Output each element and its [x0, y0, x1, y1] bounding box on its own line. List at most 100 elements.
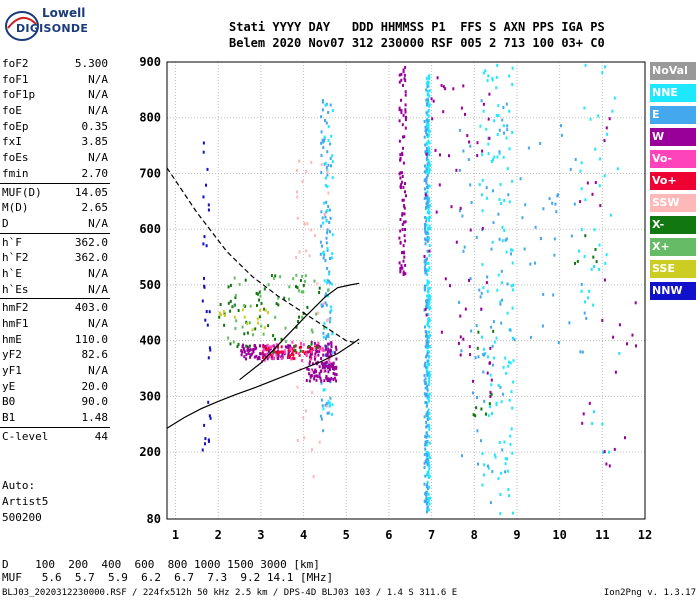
- echo-point: [631, 333, 634, 337]
- echo-point: [404, 65, 407, 69]
- echo-point: [484, 69, 487, 73]
- echo-point: [311, 362, 314, 366]
- echo-point: [440, 84, 443, 87]
- echo-point: [513, 338, 516, 342]
- echo-point: [512, 283, 515, 287]
- echo-point: [488, 402, 491, 406]
- echo-point: [499, 183, 502, 186]
- echo-point: [449, 284, 451, 288]
- scaled-parameters-panel: foF2 5.300 foF1 N/A foF1p N/A foE N/A foEp 0.35 fx…: [0, 56, 110, 445]
- echo-point: [457, 341, 460, 345]
- param-value: N/A: [88, 72, 108, 86]
- echo-point: [504, 470, 507, 474]
- echo-point: [398, 106, 401, 110]
- echo-point: [500, 269, 503, 273]
- echo-point: [476, 396, 478, 399]
- echo-point: [524, 203, 527, 207]
- echo-point: [455, 168, 458, 172]
- echo-point: [403, 77, 406, 81]
- echo-point: [424, 271, 427, 275]
- echo-point: [424, 307, 427, 311]
- echo-point: [590, 267, 593, 271]
- echo-point: [490, 325, 493, 329]
- echo-point: [618, 323, 621, 327]
- echo-point: [241, 308, 244, 312]
- echo-point: [461, 214, 464, 218]
- echo-point: [428, 286, 431, 290]
- echo-point: [483, 473, 486, 477]
- echo-point: [424, 361, 427, 365]
- echo-point: [304, 279, 306, 283]
- echo-point: [335, 348, 338, 352]
- param-separator: [0, 232, 110, 234]
- y-tick-label: 300: [139, 389, 161, 403]
- echo-point: [264, 347, 267, 351]
- echo-point: [423, 288, 426, 292]
- echo-point: [499, 385, 502, 389]
- echo-point: [635, 344, 637, 348]
- echo-point: [234, 293, 237, 297]
- echo-point: [427, 139, 430, 143]
- legend-item: NoVal: [650, 62, 696, 80]
- y-tick-label: 400: [139, 334, 161, 348]
- echo-point: [426, 463, 429, 467]
- echo-point: [428, 104, 430, 108]
- echo-point: [256, 317, 259, 321]
- echo-point: [234, 296, 237, 300]
- echo-point: [497, 212, 500, 216]
- echo-point: [249, 353, 252, 357]
- echo-point: [321, 99, 324, 103]
- echo-point: [426, 298, 429, 302]
- param-row: foEp 0.35: [0, 119, 110, 135]
- echo-point: [444, 277, 447, 281]
- echo-point: [262, 356, 264, 360]
- echo-point: [317, 311, 320, 315]
- echo-point: [402, 273, 405, 276]
- echo-point: [264, 308, 267, 312]
- echo-point: [296, 439, 299, 443]
- echo-point: [326, 378, 329, 382]
- echo-point: [425, 303, 428, 307]
- echo-point: [428, 254, 431, 258]
- echo-point: [613, 96, 616, 100]
- echo-point: [209, 348, 212, 352]
- echo-point: [426, 249, 429, 253]
- echo-point: [260, 301, 263, 305]
- echo-point: [588, 401, 591, 405]
- echo-point: [314, 368, 317, 372]
- echo-point: [427, 499, 430, 503]
- echo-point: [254, 344, 257, 348]
- echo-point: [316, 282, 319, 286]
- echo-point: [505, 102, 508, 106]
- echo-point: [511, 288, 514, 292]
- echo-point: [488, 92, 491, 96]
- echo-point: [499, 493, 502, 496]
- echo-point: [400, 111, 403, 115]
- echo-point: [254, 327, 257, 331]
- param-row: hmE 110.0: [0, 332, 110, 348]
- echo-point: [423, 466, 426, 469]
- y-tick-label: 700: [139, 166, 161, 180]
- echo-point: [327, 342, 330, 346]
- echo-point: [311, 330, 314, 334]
- echo-point: [398, 80, 401, 84]
- echo-point: [504, 356, 507, 360]
- echo-point: [425, 186, 428, 190]
- echo-point: [464, 112, 466, 116]
- echo-point: [429, 496, 431, 500]
- echo-point: [222, 310, 225, 314]
- echo-point: [425, 111, 428, 115]
- echo-point: [293, 357, 296, 361]
- echo-point: [603, 139, 606, 143]
- echo-point: [486, 275, 489, 279]
- echo-point: [459, 314, 462, 318]
- param-value: N/A: [88, 216, 108, 230]
- echo-point: [329, 281, 332, 285]
- echo-point: [324, 364, 327, 368]
- param-value: 5.300: [74, 57, 108, 70]
- echo-point: [595, 260, 598, 264]
- echo-point: [268, 355, 271, 359]
- echo-point: [425, 148, 428, 152]
- echo-point: [328, 318, 331, 322]
- echo-point: [296, 385, 299, 389]
